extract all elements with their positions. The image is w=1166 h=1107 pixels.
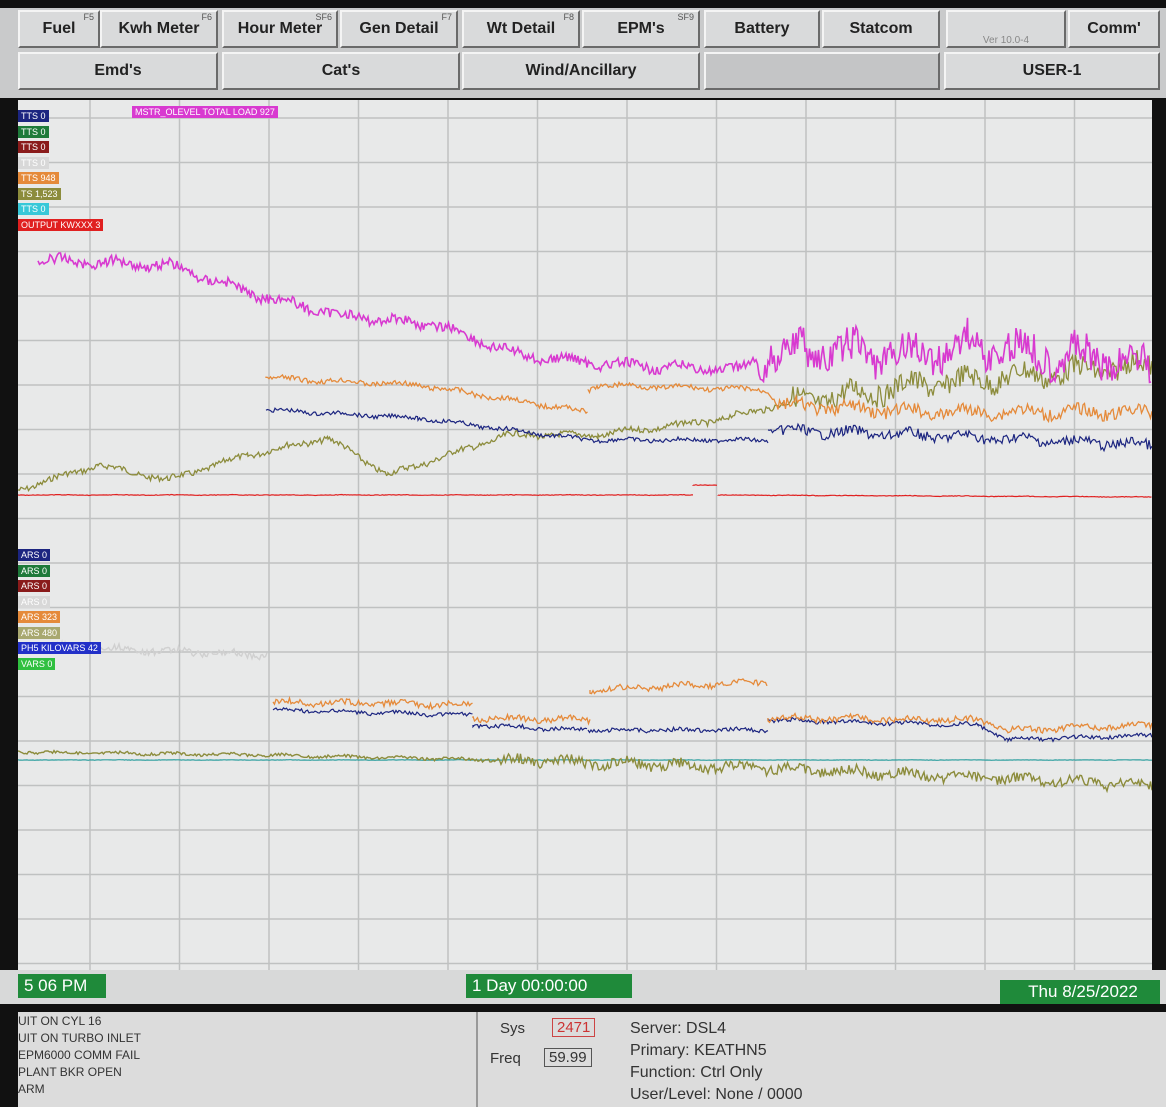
freq-label: Freq [490, 1050, 521, 1067]
button-label[interactable]: Ver 10.0-4 [983, 35, 1029, 46]
trace [18, 485, 1152, 498]
alarm-line: ARM [18, 1082, 45, 1096]
toolbar-button[interactable]: Wt Detail F8 [462, 10, 580, 48]
legend-tag: TTS 0 [18, 157, 49, 169]
toolbar-blank [704, 52, 940, 90]
legend-tag: TTS 0 [18, 141, 49, 153]
button-key[interactable]: F5 [83, 12, 94, 22]
status-date: Thu 8/25/2022 [1000, 980, 1160, 1004]
version-label: Ver 10.0-4 [946, 10, 1066, 48]
button-label[interactable]: Wt Detail [487, 20, 555, 38]
sys-value: 2471 [552, 1018, 595, 1037]
button-label[interactable]: Statcom [849, 20, 912, 38]
alarm-line: UIT ON TURBO INLET [18, 1031, 141, 1045]
legend-tag: VARS 0 [18, 658, 55, 670]
sys-label: Sys [500, 1020, 525, 1037]
legend-tag: TTS 0 [18, 126, 49, 138]
legend-tag: TS 1,523 [18, 188, 61, 200]
legend-tag: PH5 KILOVARS 42 [18, 642, 101, 654]
trace [18, 350, 1152, 490]
status-time: 5 06 PM [18, 974, 106, 998]
legend-tag: TTS 948 [18, 172, 59, 184]
trace [266, 375, 1152, 422]
toolbar-button[interactable]: Fuel F5 [18, 10, 100, 48]
button-label[interactable]: Battery [734, 20, 789, 38]
legend-tag: ARS 0 [18, 549, 50, 561]
trace [273, 708, 1152, 742]
status-span: 1 Day 00:00:00 [466, 974, 632, 998]
server: Server: DSL4 [630, 1020, 726, 1038]
legend-tag: ARS 480 [18, 627, 60, 639]
user-level: User/Level: None / 0000 [630, 1086, 803, 1104]
trace [18, 760, 1152, 761]
legend-tag: ARS 0 [18, 596, 50, 608]
button-label[interactable]: Gen Detail [359, 20, 438, 38]
primary: Primary: KEATHN5 [630, 1042, 767, 1060]
trend-svg [18, 100, 1152, 970]
button-key[interactable]: F6 [201, 12, 212, 22]
toolbar-button[interactable]: Comm' [1068, 10, 1160, 48]
toolbar-button[interactable]: Statcom [822, 10, 940, 48]
toolbar-button[interactable]: Cat's [222, 52, 460, 90]
info-panel: UIT ON CYL 16 UIT ON TURBO INLET EPM6000 C… [18, 1012, 1166, 1107]
button-key[interactable]: F7 [441, 12, 452, 22]
legend-tag: TTS 0 [18, 203, 49, 215]
freq-value: 59.99 [544, 1048, 592, 1067]
toolbar-button[interactable]: EPM's SF9 [582, 10, 700, 48]
button-key[interactable]: F8 [563, 12, 574, 22]
trace [273, 679, 1152, 733]
toolbar-button[interactable]: Battery [704, 10, 820, 48]
button-label[interactable]: Fuel [43, 20, 76, 38]
toolbar-button[interactable]: Wind/Ancillary [462, 52, 700, 90]
button-key[interactable]: SF9 [677, 12, 694, 22]
button-key[interactable]: SF6 [315, 12, 332, 22]
toolbar-button[interactable]: Emd's [18, 52, 218, 90]
legend-tag: ARS 323 [18, 611, 60, 623]
status-bar: 5 06 PM 1 Day 00:00:00 Thu 8/25/2022 [0, 970, 1166, 1004]
button-label[interactable]: Comm' [1087, 20, 1141, 38]
button-label[interactable]: Kwh Meter [119, 20, 200, 38]
toolbar-button[interactable]: USER-1 [944, 52, 1160, 90]
legend-tag: TTS 0 [18, 110, 49, 122]
divider [476, 1012, 478, 1107]
trace [38, 253, 1151, 383]
alarm-line: EPM6000 COMM FAIL [18, 1048, 140, 1062]
trend-area: MSTR_OLEVEL TOTAL LOAD 927 TTS 0 TTS 0 TTS… [18, 100, 1152, 970]
legend-tag: ARS 0 [18, 565, 50, 577]
alarm-line: UIT ON CYL 16 [18, 1014, 101, 1028]
alarm-list: UIT ON CYL 16 UIT ON TURBO INLET EPM6000 C… [18, 1014, 468, 1104]
legend-tag: OUTPUT KWXXX 3 [18, 219, 103, 231]
button-label[interactable]: EPM's [617, 20, 664, 38]
alarm-line: PLANT BKR OPEN [18, 1065, 122, 1079]
trend-header: MSTR_OLEVEL TOTAL LOAD 927 [132, 106, 278, 118]
function: Function: Ctrl Only [630, 1064, 762, 1082]
button-label[interactable]: Hour Meter [238, 20, 322, 38]
screen: FuelF5Kwh MeterF6Hour MeterSF6Gen Detail… [0, 0, 1166, 1107]
legend-tag: ARS 0 [18, 580, 50, 592]
